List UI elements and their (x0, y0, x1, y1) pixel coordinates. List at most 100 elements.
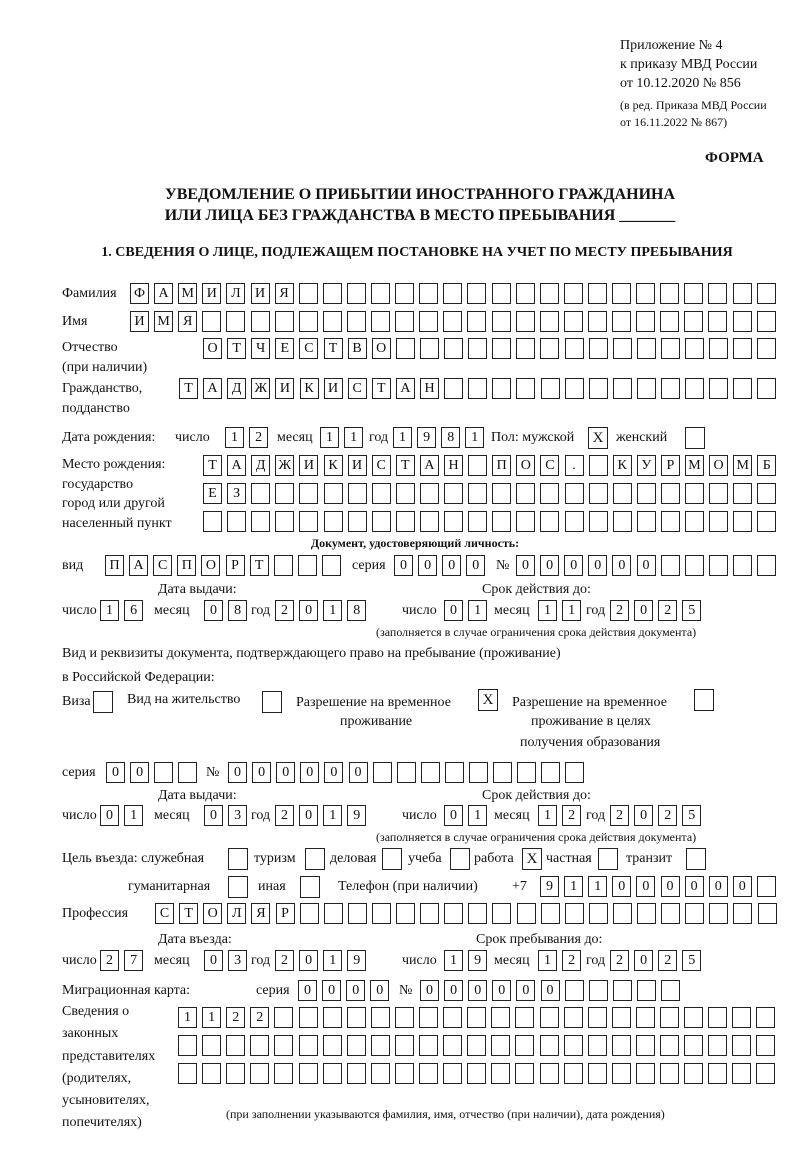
visa-checkbox[interactable] (93, 691, 113, 713)
char-cell[interactable] (709, 511, 729, 532)
char-cell[interactable]: 1 (468, 600, 488, 621)
char-cell[interactable] (563, 1063, 583, 1084)
char-cell[interactable] (492, 378, 512, 399)
char-cell[interactable] (540, 338, 560, 359)
char-cell[interactable] (611, 1035, 631, 1056)
char-cell[interactable] (709, 483, 729, 504)
char-cell[interactable]: 0 (444, 980, 464, 1001)
char-cell[interactable] (732, 1063, 752, 1084)
char-cell[interactable] (588, 378, 608, 399)
purpose-work-checkbox[interactable]: X (522, 848, 542, 870)
char-cell[interactable]: М (154, 311, 174, 332)
char-cell[interactable] (708, 1035, 728, 1056)
char-cell[interactable]: 9 (540, 876, 559, 897)
char-cell[interactable]: И (250, 283, 270, 304)
char-cell[interactable] (539, 311, 559, 332)
char-cell[interactable] (612, 378, 632, 399)
char-cell[interactable] (685, 338, 704, 359)
char-cell[interactable] (636, 378, 656, 399)
char-cell[interactable] (660, 483, 680, 504)
char-cell[interactable]: И (347, 455, 367, 476)
char-cell[interactable] (227, 511, 247, 532)
representatives-field[interactable] (178, 1035, 781, 1057)
char-cell[interactable] (322, 283, 342, 304)
char-cell[interactable] (346, 1063, 366, 1084)
char-cell[interactable] (299, 483, 319, 504)
char-cell[interactable] (250, 1035, 270, 1056)
char-cell[interactable]: 1 (320, 427, 339, 448)
char-cell[interactable]: И (275, 378, 295, 399)
char-cell[interactable] (154, 762, 174, 783)
char-cell[interactable] (275, 511, 295, 532)
char-cell[interactable] (539, 283, 559, 304)
char-cell[interactable]: С (347, 378, 367, 399)
char-cell[interactable] (588, 903, 608, 924)
char-cell[interactable] (611, 1063, 631, 1084)
char-cell[interactable] (347, 903, 367, 924)
char-cell[interactable]: Д (251, 455, 271, 476)
char-cell[interactable] (250, 1063, 270, 1084)
char-cell[interactable]: 0 (322, 980, 342, 1001)
char-cell[interactable]: 0 (299, 950, 319, 971)
char-cell[interactable]: 1 (225, 427, 244, 448)
char-cell[interactable]: П (492, 455, 512, 476)
char-cell[interactable] (757, 338, 777, 359)
temp-permit-checkbox[interactable]: X (478, 689, 498, 711)
char-cell[interactable]: 0 (324, 762, 344, 783)
char-cell[interactable]: 9 (347, 805, 367, 826)
char-cell[interactable] (394, 1063, 414, 1084)
char-cell[interactable] (491, 283, 511, 304)
char-cell[interactable] (732, 1035, 752, 1056)
char-cell[interactable]: 1 (344, 427, 364, 448)
char-cell[interactable]: Р (225, 555, 245, 576)
char-cell[interactable] (563, 311, 583, 332)
char-cell[interactable] (203, 511, 222, 532)
char-cell[interactable] (563, 1035, 583, 1056)
char-cell[interactable]: Ж (251, 378, 271, 399)
char-cell[interactable] (540, 511, 560, 532)
char-cell[interactable]: 0 (684, 876, 704, 897)
char-cell[interactable]: 0 (299, 600, 319, 621)
char-cell[interactable]: . (564, 455, 584, 476)
char-cell[interactable]: 8 (441, 427, 461, 448)
char-cell[interactable]: 0 (466, 555, 486, 576)
char-cell[interactable] (515, 283, 535, 304)
char-cell[interactable] (346, 283, 366, 304)
char-cell[interactable]: 0 (106, 762, 125, 783)
char-cell[interactable] (419, 511, 439, 532)
char-cell[interactable] (467, 311, 487, 332)
char-cell[interactable] (443, 283, 463, 304)
char-cell[interactable] (443, 311, 463, 332)
char-cell[interactable]: Л (226, 283, 246, 304)
char-cell[interactable] (395, 338, 415, 359)
purpose-tourism-checkbox[interactable] (305, 848, 325, 870)
char-cell[interactable] (395, 311, 415, 332)
char-cell[interactable]: 1 (323, 950, 343, 971)
char-cell[interactable]: М (685, 455, 704, 476)
char-cell[interactable] (226, 1063, 246, 1084)
char-cell[interactable]: 0 (204, 950, 223, 971)
char-cell[interactable]: 0 (468, 980, 488, 1001)
char-cell[interactable] (636, 338, 656, 359)
char-cell[interactable]: С (155, 903, 174, 924)
char-cell[interactable] (684, 555, 704, 576)
char-cell[interactable] (708, 1007, 728, 1028)
purpose-private-checkbox[interactable] (598, 848, 618, 870)
char-cell[interactable]: 0 (732, 876, 752, 897)
char-cell[interactable] (684, 1007, 704, 1028)
char-cell[interactable]: Ч (251, 338, 271, 359)
char-cell[interactable] (684, 1035, 704, 1056)
char-cell[interactable]: Д (227, 378, 247, 399)
permit-checkbox[interactable] (262, 691, 282, 713)
char-cell[interactable] (588, 455, 608, 476)
char-cell[interactable] (685, 511, 704, 532)
char-cell[interactable]: П (105, 555, 124, 576)
char-cell[interactable] (516, 483, 536, 504)
char-cell[interactable] (516, 511, 536, 532)
char-cell[interactable] (419, 1035, 438, 1056)
char-cell[interactable]: Т (179, 903, 199, 924)
